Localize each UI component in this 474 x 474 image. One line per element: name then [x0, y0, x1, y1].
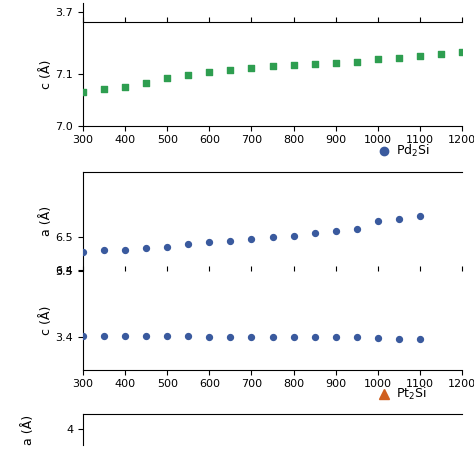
- Point: [290, 333, 297, 341]
- Point: [164, 74, 171, 82]
- Point: [142, 245, 150, 252]
- Point: [164, 332, 171, 340]
- Point: [227, 333, 234, 341]
- Point: [121, 332, 129, 339]
- Point: [458, 48, 466, 56]
- Point: [353, 333, 361, 341]
- Point: [416, 212, 424, 220]
- Point: [142, 332, 150, 340]
- Point: [374, 217, 382, 225]
- Y-axis label: c (Å): c (Å): [40, 306, 53, 335]
- Point: [416, 336, 424, 343]
- Point: [79, 248, 87, 256]
- Point: [290, 61, 297, 68]
- Point: [332, 228, 339, 235]
- Point: [79, 332, 87, 339]
- Point: [164, 243, 171, 250]
- Point: [248, 235, 255, 243]
- Point: [100, 332, 108, 339]
- Point: [269, 63, 276, 70]
- Point: [269, 234, 276, 241]
- Point: [353, 226, 361, 233]
- Point: [121, 83, 129, 91]
- Point: [395, 55, 403, 62]
- Text: Pd$_2$Si: Pd$_2$Si: [396, 144, 429, 159]
- Text: Pt$_2$Si: Pt$_2$Si: [396, 386, 427, 402]
- Point: [374, 334, 382, 342]
- Point: [269, 333, 276, 341]
- Point: [248, 64, 255, 72]
- Point: [206, 333, 213, 341]
- Point: [438, 51, 445, 58]
- Y-axis label: a (Å): a (Å): [40, 206, 53, 236]
- Point: [311, 229, 319, 237]
- Point: [374, 55, 382, 63]
- Point: [290, 232, 297, 239]
- Text: a (Å): a (Å): [22, 414, 35, 445]
- Point: [100, 86, 108, 93]
- Point: [142, 80, 150, 87]
- Point: [79, 88, 87, 96]
- Point: [395, 215, 403, 223]
- Point: [332, 59, 339, 66]
- Point: [121, 246, 129, 254]
- Point: [206, 69, 213, 76]
- Point: [227, 237, 234, 245]
- Point: [353, 58, 361, 65]
- Point: [184, 71, 192, 79]
- Point: [311, 333, 319, 341]
- Point: [311, 60, 319, 67]
- Point: [184, 240, 192, 248]
- Point: [100, 246, 108, 254]
- Point: [332, 333, 339, 341]
- Point: [206, 238, 213, 246]
- Point: [227, 66, 234, 73]
- Point: [184, 332, 192, 340]
- Point: [248, 333, 255, 341]
- Point: [416, 52, 424, 60]
- Point: [395, 335, 403, 343]
- Y-axis label: c (Å): c (Å): [40, 59, 53, 89]
